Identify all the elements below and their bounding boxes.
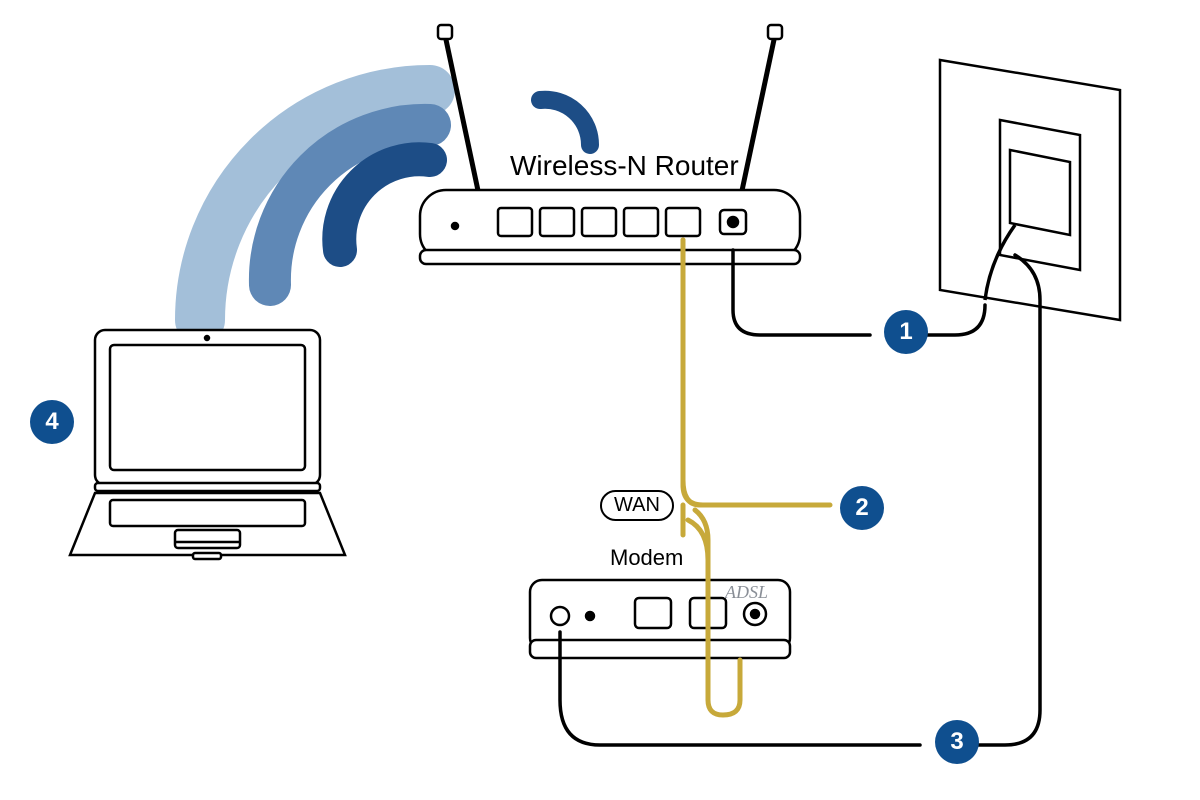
step-badge-4: 4: [30, 400, 74, 444]
power-cable: [733, 250, 985, 335]
step-badge-2: 2: [840, 486, 884, 530]
diagram-canvas: ADSL Wireless-N Router Modem WAN 1 2 3 4: [0, 0, 1200, 800]
wan-label: WAN: [600, 490, 674, 521]
router-label: Wireless-N Router: [510, 150, 739, 182]
cables: [0, 0, 1200, 800]
modem-label: Modem: [610, 545, 683, 571]
wan-cable: [683, 240, 870, 715]
step-badge-1: 1: [884, 310, 928, 354]
step-badge-3: 3: [935, 720, 979, 764]
